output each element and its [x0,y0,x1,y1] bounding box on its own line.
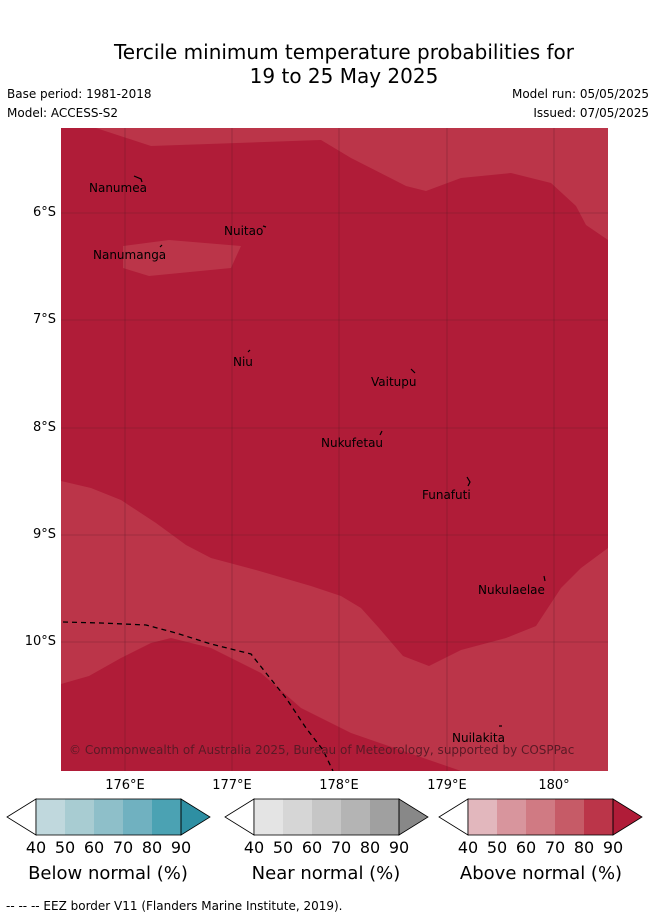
colorbar-below-title: Below normal (%) [28,863,188,884]
colorbar-below-extend-low [6,798,37,836]
colorbar-below-outline [35,798,182,836]
lon-label-179e: 179°E [427,778,467,793]
colorbar-near-swatch [370,799,399,835]
colorbar-near-extend-high [398,798,429,836]
medium-region-south [61,481,608,771]
island-mark-nanumanga [159,244,163,248]
lat-label-9s: 9°S [32,527,56,542]
colorbar-near [224,798,429,836]
tick-above-80: 80 [573,838,595,857]
tick-below-70: 70 [112,838,134,857]
tick-above-70: 70 [544,838,566,857]
model-name: Model: ACCESS-S2 [7,106,119,120]
issued-date: Issued: 07/05/2025 [533,106,649,120]
label-nuitao: Nuitao [224,224,263,238]
lon-label-180: 180° [538,778,570,793]
title-line-2: 19 to 25 May 2025 [249,64,439,88]
tick-near-80: 80 [359,838,381,857]
colorbar-below-swatch [123,799,152,835]
colorbar-above-swatch [584,799,613,835]
label-vaitupu: Vaitupu [371,375,417,389]
lat-label-8s: 8°S [32,420,56,435]
tick-above-50: 50 [486,838,508,857]
tick-below-60: 60 [83,838,105,857]
medium-region-north [96,128,608,240]
tick-above-40: 40 [457,838,479,857]
graticule [61,128,608,771]
colorbar-below-swatch [152,799,181,835]
lon-label-177e: 177°E [212,778,252,793]
tick-near-70: 70 [330,838,352,857]
colorbar-above [438,798,643,836]
map-title: Tercile minimum temperature probabilitie… [0,40,655,88]
colorbar-above-swatch [468,799,497,835]
island-mark-nukufetau [379,430,383,436]
tick-near-90: 90 [388,838,410,857]
tick-below-90: 90 [170,838,192,857]
colorbar-below-swatch [94,799,123,835]
lon-label-178e: 178°E [319,778,359,793]
probability-map: Nanumea Nuitao Nanumanga Niu Vaitupu Nuk… [61,128,608,771]
colorbar-near-swatch [312,799,341,835]
island-marks [133,175,546,727]
colorbar-near-extend-low [224,798,255,836]
eez-legend: -- -- -- EEZ border V11 (Flanders Marine… [6,899,343,913]
island-mark-niu [247,349,251,353]
tick-above-90: 90 [602,838,624,857]
colorbar-near-swatch [254,799,283,835]
medium-region-nanumanga [123,240,241,276]
copyright-notice: © Commonwealth of Australia 2025, Bureau… [69,743,574,757]
lat-label-10s: 10°S [24,634,56,649]
tick-below-50: 50 [54,838,76,857]
label-funafuti: Funafuti [422,488,471,502]
tick-near-60: 60 [301,838,323,857]
tick-below-40: 40 [25,838,47,857]
label-niu: Niu [233,355,253,369]
colorbar-above-title: Above normal (%) [459,863,623,884]
lat-label-7s: 7°S [32,312,56,327]
tick-above-60: 60 [515,838,537,857]
colorbar-above-extend-low [438,798,469,836]
island-mark-nanumea [133,175,143,183]
island-mark-funafuti [466,476,471,487]
colorbar-near-swatch [283,799,312,835]
tick-below-80: 80 [141,838,163,857]
colorbar-near-title: Near normal (%) [251,863,401,884]
island-mark-nuitao [262,225,267,228]
label-nanumea: Nanumea [89,181,147,195]
colorbar-near-swatch [341,799,370,835]
colorbar-above-outline [467,798,614,836]
colorbars [6,798,643,836]
label-nuilakita: Nuilakita [452,731,505,745]
tick-near-40: 40 [243,838,265,857]
colorbar-above-swatch [555,799,584,835]
colorbar-above-swatch [497,799,526,835]
label-nukulaelae: Nukulaelae [478,583,545,597]
model-run: Model run: 05/05/2025 [511,87,649,101]
base-period: Base period: 1981-2018 [7,87,152,101]
title-line-1: Tercile minimum temperature probabilitie… [113,40,575,64]
label-nanumanga: Nanumanga [93,248,166,262]
colorbar-near-outline [253,798,400,836]
colorbar-below-swatch [36,799,65,835]
lat-label-6s: 6°S [32,205,56,220]
lon-label-176e: 176°E [105,778,145,793]
colorbar-above-swatch [526,799,555,835]
colorbar-below-extend-high [180,798,211,836]
colorbar-below-swatch [65,799,94,835]
island-mark-vaitupu [410,368,416,374]
colorbar-below [6,798,211,836]
island-mark-nukulaelae [543,575,546,582]
label-nukufetau: Nukufetau [321,436,383,450]
tick-near-50: 50 [272,838,294,857]
eez-border [62,621,334,771]
colorbar-above-extend-high [612,798,643,836]
